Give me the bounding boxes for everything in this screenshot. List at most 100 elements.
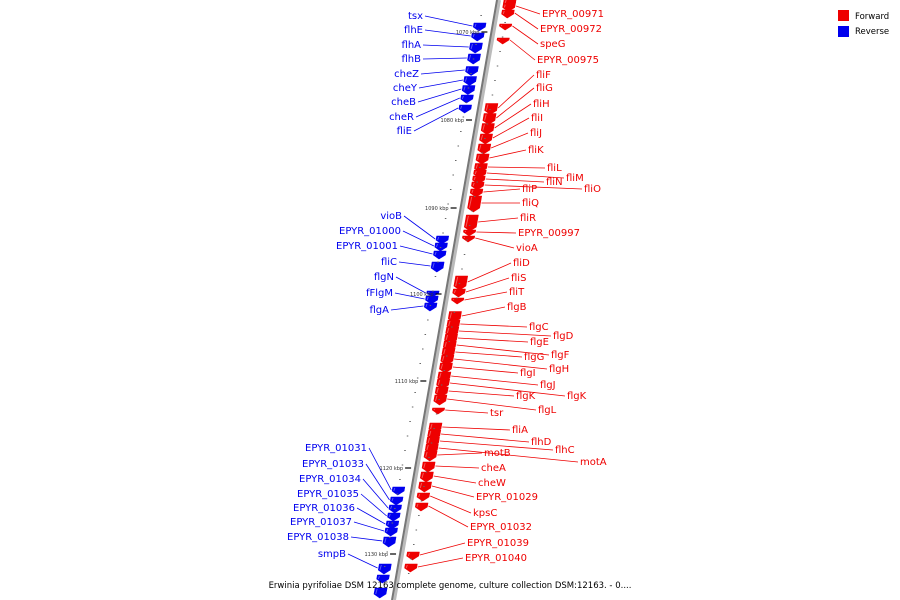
gene-highlight [433,408,436,411]
forward-gene [419,471,434,483]
axis-minor-tick [425,471,428,473]
gene-highlight [465,215,469,228]
axis-minor-tick [411,406,414,408]
axis-minor-tick [386,551,388,553]
forward-leader [475,237,515,249]
forward-gene [421,461,436,473]
axis-minor-tick [449,189,452,190]
forward-leader [433,475,477,484]
axis-minor-tick [406,435,409,437]
gene-highlight [439,372,442,379]
forward-leader [428,505,469,528]
reverse-gene-label: EPYR_01036 [293,503,355,514]
reverse-leader [420,69,465,75]
forward-leader [461,306,506,317]
legend-label-reverse: Reverse [855,27,889,37]
forward-leader [442,426,511,431]
forward-leader [490,132,529,149]
gene-highlight [464,230,467,233]
reverse-gene [435,235,450,245]
axis-minor-tick [410,558,412,560]
axis-minor-tick [419,363,421,364]
gene-highlight [387,521,390,526]
axis-minor-tick [420,500,423,502]
gene-highlight [477,154,480,161]
reverse-gene-label: EPYR_01031 [305,443,367,454]
reverse-gene-label: flgN [374,272,394,283]
forward-gene [453,275,469,291]
gene-highlight [471,189,474,194]
gene-highlight [498,38,500,41]
forward-gene [475,153,490,165]
axis-minor-tick [383,566,386,567]
axis-minor-tick [399,479,401,480]
axis-minor-tick [422,348,424,350]
legend: Forward Reverse [838,10,889,37]
forward-gene-label: EPYR_01040 [465,553,527,564]
gene-highlight [426,444,429,451]
reverse-leader [413,107,459,132]
forward-gene-label: fliF [536,70,551,81]
gene-highlight [430,423,433,430]
tick-label: 1120 kbp [380,466,404,472]
gene-highlight [472,182,475,187]
reverse-gene-label: EPYR_01033 [302,459,364,470]
gene-highlight [470,43,473,50]
axis-ticks: 1070 kbp 1080 kbp 1090 kbp 1100 kbp 1110 kbp… [364,15,506,574]
reverse-gene-label: smpB [318,549,346,560]
reverse-leader [390,305,424,311]
gene-highlight [436,387,439,394]
reverse-gene [423,302,438,312]
forward-gene-label: flgE [530,337,549,348]
forward-gene [431,407,445,415]
forward-gene-label: vioA [516,243,538,254]
gene-highlight [388,513,391,518]
reverse-leader [350,536,383,542]
reverse-gene-label: cheB [391,97,416,108]
forward-gene-label: fliA [512,425,528,436]
forward-gene-label: EPYR_01032 [470,522,532,533]
gene-highlight [468,54,472,61]
axis-minor-tick [479,167,481,168]
forward-gene-label: EPYR_00975 [537,55,599,66]
forward-gene-label: EPYR_00997 [518,228,580,239]
forward-gene-label: flgH [549,364,569,375]
gene-highlight [393,487,396,492]
axis-minor-tick [489,109,491,110]
forward-gene [467,195,483,213]
forward-gene-label: flhC [555,445,575,456]
forward-gene [496,37,510,45]
axis-minor-tick [430,442,433,444]
axis-minor-tick [416,377,419,379]
forward-leader [512,25,539,45]
forward-leader [417,557,464,568]
gene-highlight [384,537,387,544]
axis-minor-tick [477,29,480,31]
forward-leader [455,351,523,358]
axis-minor-tick [423,486,425,487]
forward-gene [433,394,448,406]
forward-gene [482,113,497,125]
leader-lines [347,5,583,569]
axis-minor-tick [471,210,473,212]
axis-minor-tick [463,254,466,255]
forward-gene-label: fliJ [530,128,542,139]
gene-highlight [416,503,419,508]
reverse-gene-label: EPYR_01037 [290,517,352,528]
reverse-leader [424,29,471,37]
forward-gene-label: fliO [584,184,601,195]
gene-labels: EPYR_00971 EPYR_00972 speG EPYR_00975 fliF fl… [287,9,607,564]
forward-gene-label: fliP [522,184,537,195]
forward-gene-label: flgC [529,322,549,333]
forward-gene [452,288,466,298]
forward-leader [435,465,480,469]
gene-highlight [390,505,393,510]
axis-minor-tick [447,203,449,205]
axis-minor-tick [444,218,447,219]
reverse-gene-label: flhE [404,25,423,36]
forward-gene-label: fliH [533,99,550,110]
forward-gene [477,143,492,155]
tick-label: 1110 kbp [395,379,419,385]
forward-gene-label: fliT [509,287,525,298]
reverse-leader [424,15,473,27]
